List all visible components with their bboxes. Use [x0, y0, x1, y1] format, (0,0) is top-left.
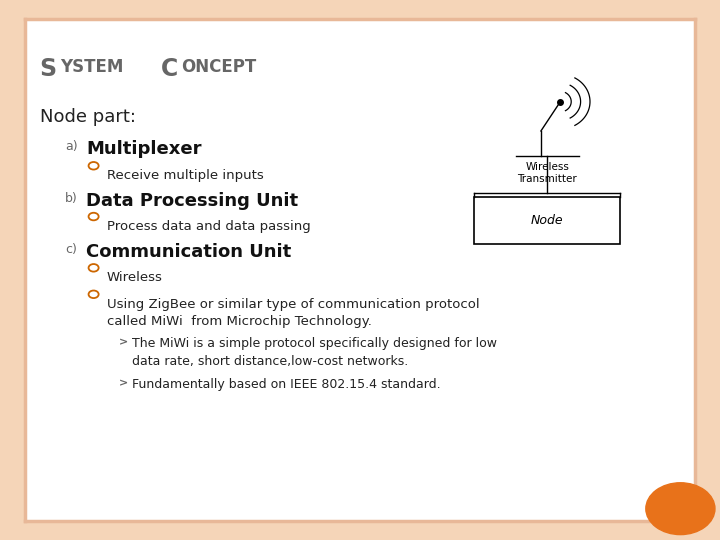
Text: a): a) [65, 140, 78, 153]
Text: >: > [119, 338, 128, 348]
Text: Node part:: Node part: [40, 108, 135, 126]
Text: The MiWi is a simple protocol specifically designed for low
data rate, short dis: The MiWi is a simple protocol specifical… [132, 338, 497, 368]
Text: Communication Unit: Communication Unit [86, 243, 292, 261]
Text: Data Processing Unit: Data Processing Unit [86, 192, 299, 210]
Text: S: S [40, 57, 57, 80]
Text: Wireless
Transmitter: Wireless Transmitter [518, 162, 577, 184]
Text: Fundamentally based on IEEE 802.15.4 standard.: Fundamentally based on IEEE 802.15.4 sta… [132, 378, 441, 391]
Text: Receive multiple inputs: Receive multiple inputs [107, 169, 264, 182]
Text: Multiplexer: Multiplexer [86, 140, 202, 158]
Text: c): c) [65, 243, 76, 256]
Text: C: C [161, 57, 178, 80]
Text: Node: Node [531, 214, 564, 227]
Text: Wireless: Wireless [107, 271, 163, 284]
Text: Process data and data passing: Process data and data passing [107, 220, 310, 233]
Text: b): b) [65, 192, 78, 205]
Bar [474, 197, 621, 244]
Text: YSTEM: YSTEM [60, 58, 123, 76]
Text: >: > [119, 378, 128, 388]
Text: Using ZigBee or similar type of communication protocol
called MiWi  from Microch: Using ZigBee or similar type of communic… [107, 298, 480, 328]
Text: ONCEPT: ONCEPT [181, 58, 256, 76]
